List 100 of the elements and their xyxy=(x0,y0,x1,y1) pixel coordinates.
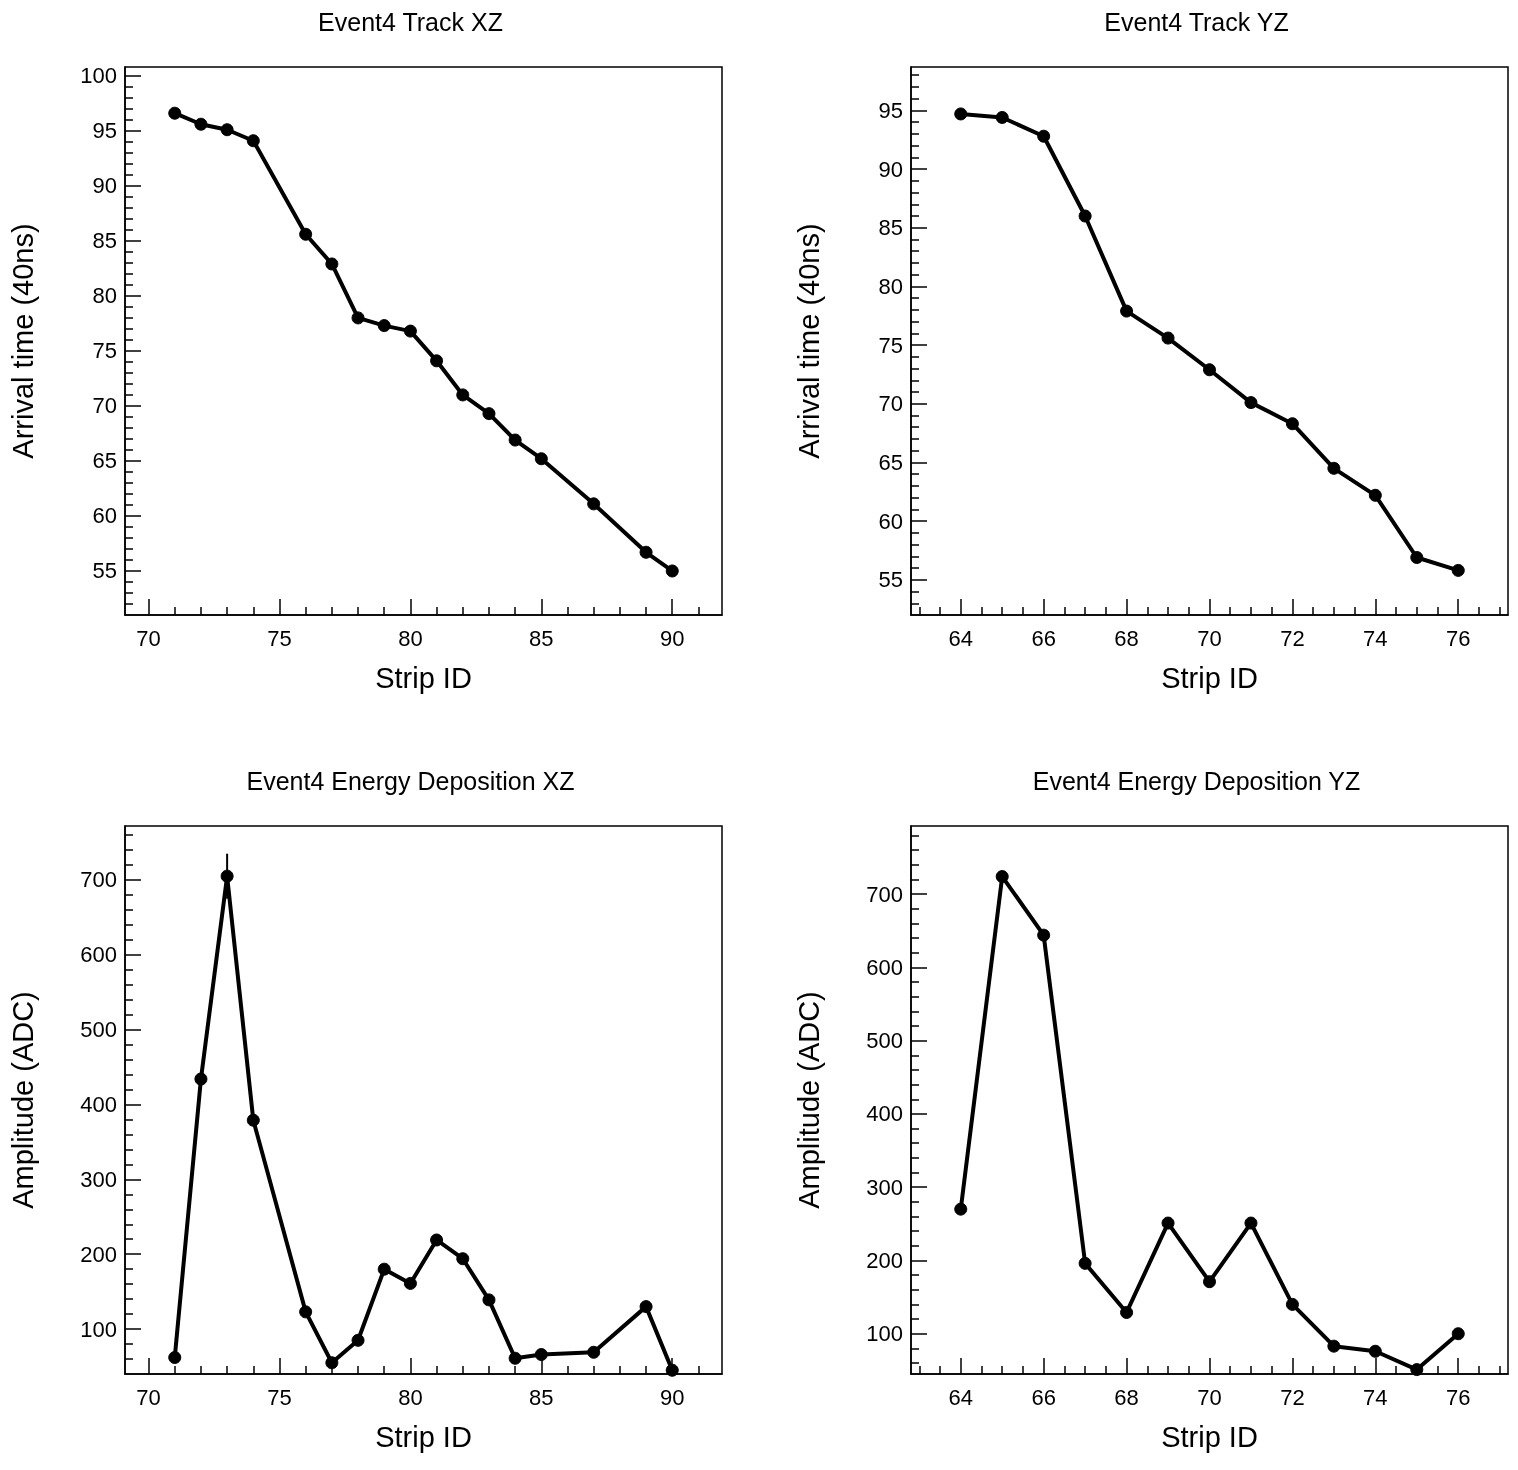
point xyxy=(1078,209,1092,223)
x-tick-label: 70 xyxy=(1197,1384,1222,1410)
y-tick-label: 100 xyxy=(80,63,117,89)
point xyxy=(351,311,365,325)
point xyxy=(377,1262,391,1276)
y-tick-label: 85 xyxy=(92,228,117,254)
point xyxy=(1161,1216,1175,1230)
point xyxy=(1203,363,1216,377)
x-tick-label: 76 xyxy=(1446,1384,1471,1410)
point xyxy=(1244,1216,1258,1230)
point xyxy=(1410,1363,1424,1377)
point xyxy=(1161,331,1175,345)
y-tick-label: 100 xyxy=(80,1316,117,1342)
point xyxy=(1037,928,1051,942)
point xyxy=(1327,1339,1341,1353)
y-axis-title: Arrival time (40ns) xyxy=(6,223,39,459)
y-tick-label: 200 xyxy=(80,1241,117,1267)
point xyxy=(430,354,444,368)
point xyxy=(1244,396,1258,410)
point xyxy=(1078,1256,1092,1270)
point xyxy=(351,1333,365,1347)
point xyxy=(508,1351,522,1365)
point xyxy=(639,1300,653,1314)
chart-title: Event4 Track YZ xyxy=(1104,7,1289,36)
point xyxy=(403,1276,417,1290)
point xyxy=(1410,551,1424,564)
point xyxy=(1203,1275,1216,1289)
x-tick-label: 85 xyxy=(529,625,554,651)
y-tick-label: 200 xyxy=(866,1247,903,1273)
y-tick-label: 400 xyxy=(80,1091,117,1117)
y-axis-title: Amplitude (ADC) xyxy=(6,991,39,1209)
x-axis-title: Strip ID xyxy=(1161,661,1258,694)
x-tick-label: 90 xyxy=(660,625,685,651)
point xyxy=(456,388,470,402)
point xyxy=(482,407,496,421)
point xyxy=(1368,1344,1382,1358)
chart-title: Event4 Energy Deposition YZ xyxy=(1032,766,1361,795)
point xyxy=(1120,304,1134,318)
point xyxy=(403,324,417,338)
x-tick-label: 70 xyxy=(1197,625,1222,651)
x-tick-label: 70 xyxy=(136,1384,161,1410)
point xyxy=(430,1233,444,1247)
y-tick-label: 80 xyxy=(92,283,117,309)
y-tick-label: 300 xyxy=(80,1166,117,1192)
point xyxy=(995,110,1009,124)
point xyxy=(1451,1327,1465,1341)
y-tick-label: 300 xyxy=(866,1174,903,1200)
y-tick-label: 95 xyxy=(878,97,903,123)
y-tick-label: 80 xyxy=(878,273,903,299)
point xyxy=(1327,461,1341,475)
x-tick-label: 75 xyxy=(267,625,292,651)
y-tick-label: 60 xyxy=(878,508,903,534)
y-tick-label: 70 xyxy=(878,391,903,417)
x-axis-title: Strip ID xyxy=(1161,1420,1258,1453)
x-tick-label: 90 xyxy=(660,1384,685,1410)
y-tick-label: 70 xyxy=(92,393,117,419)
point xyxy=(299,227,313,241)
y-tick-label: 700 xyxy=(866,881,903,907)
y-tick-label: 95 xyxy=(92,118,117,144)
x-tick-label: 68 xyxy=(1114,1384,1139,1410)
y-tick-label: 65 xyxy=(92,448,117,474)
point xyxy=(168,106,182,120)
point xyxy=(456,1252,470,1266)
point xyxy=(1451,563,1465,577)
point xyxy=(1120,1305,1134,1319)
point xyxy=(377,319,391,333)
point xyxy=(325,1356,339,1370)
point xyxy=(639,545,653,559)
y-tick-label: 60 xyxy=(92,503,117,529)
point xyxy=(1285,1297,1299,1311)
point xyxy=(325,257,339,271)
point xyxy=(587,497,601,511)
x-tick-label: 64 xyxy=(948,625,973,651)
x-tick-label: 72 xyxy=(1280,1384,1305,1410)
point xyxy=(194,117,208,131)
y-tick-label: 55 xyxy=(92,558,117,584)
chart-title: Event4 Energy Deposition XZ xyxy=(246,766,575,795)
x-tick-label: 68 xyxy=(1114,625,1139,651)
y-tick-label: 700 xyxy=(80,867,117,893)
x-tick-label: 85 xyxy=(529,1384,554,1410)
x-axis-title: Strip ID xyxy=(375,661,472,694)
y-tick-label: 65 xyxy=(878,449,903,475)
point xyxy=(168,1351,182,1365)
point xyxy=(534,452,548,466)
point xyxy=(1285,417,1299,431)
x-tick-label: 74 xyxy=(1363,1384,1388,1410)
chart-title: Event4 Track XZ xyxy=(318,7,503,36)
point xyxy=(246,1113,260,1127)
y-tick-label: 100 xyxy=(866,1321,903,1347)
y-tick-label: 400 xyxy=(866,1101,903,1127)
y-axis-title: Amplitude (ADC) xyxy=(792,991,825,1209)
x-tick-label: 75 xyxy=(267,1384,292,1410)
point xyxy=(995,870,1009,884)
x-tick-label: 74 xyxy=(1363,625,1388,651)
x-axis-title: Strip ID xyxy=(375,1420,472,1453)
point xyxy=(954,1202,968,1216)
x-tick-label: 66 xyxy=(1031,625,1056,651)
x-tick-label: 70 xyxy=(136,625,161,651)
y-tick-label: 55 xyxy=(878,567,903,593)
point xyxy=(482,1293,496,1307)
